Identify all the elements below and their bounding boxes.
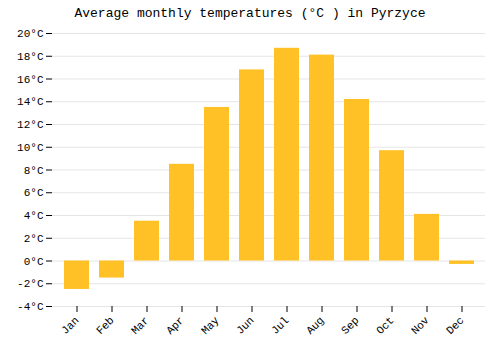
svg-text:May: May xyxy=(199,314,222,337)
svg-text:Feb: Feb xyxy=(94,314,116,336)
svg-text:Nov: Nov xyxy=(409,314,432,337)
html-text:Average monthly temperatures (: Average monthly temperatures (°C ) in Py… xyxy=(74,6,426,21)
svg-text:-4°C: -4°C xyxy=(17,301,44,313)
svg-text:2°C: 2°C xyxy=(24,233,44,245)
svg-text:6°C: 6°C xyxy=(24,187,44,199)
svg-text:Jun: Jun xyxy=(234,314,256,336)
svg-text:Mar: Mar xyxy=(129,314,151,336)
svg-text:-2°C: -2°C xyxy=(17,278,44,290)
svg-text:10°C: 10°C xyxy=(17,142,44,154)
svg-text:14°C: 14°C xyxy=(17,96,44,108)
svg-text:Jan: Jan xyxy=(59,314,81,336)
svg-text:16°C: 16°C xyxy=(17,74,44,86)
svg-text:Oct: Oct xyxy=(374,314,396,336)
svg-text:18°C: 18°C xyxy=(17,51,44,63)
svg-text:8°C: 8°C xyxy=(24,165,44,177)
svg-text:4°C: 4°C xyxy=(24,210,44,222)
svg-text:20°C: 20°C xyxy=(17,28,44,40)
svg-text:0°C: 0°C xyxy=(24,256,44,268)
svg-text:Dec: Dec xyxy=(444,314,466,336)
svg-text:Aug: Aug xyxy=(304,314,326,336)
svg-text:Sep: Sep xyxy=(339,314,361,336)
svg-text:12°C: 12°C xyxy=(17,119,44,131)
svg-text:Jul: Jul xyxy=(269,314,291,336)
svg-text:Apr: Apr xyxy=(164,314,186,336)
